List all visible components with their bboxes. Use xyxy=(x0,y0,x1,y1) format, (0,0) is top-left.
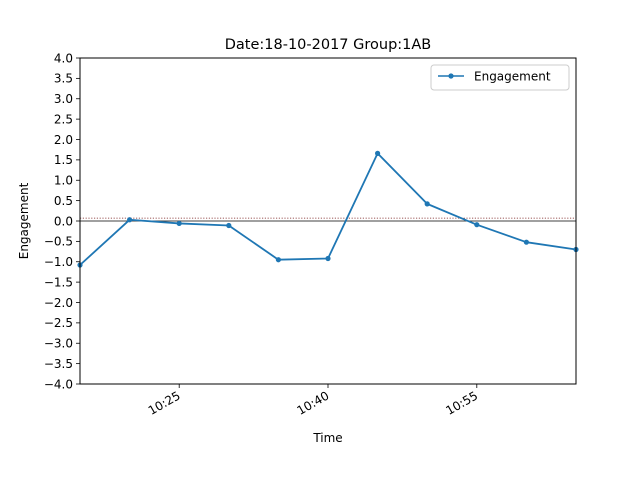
y-tick-label: −1.5 xyxy=(44,275,73,289)
data-point xyxy=(275,257,281,263)
data-point xyxy=(474,222,480,228)
y-tick-label: −3.0 xyxy=(44,337,73,351)
chart-title: Date:18-10-2017 Group:1AB xyxy=(225,37,432,53)
y-tick-label: 3.5 xyxy=(54,72,73,86)
y-tick-label: −4.0 xyxy=(44,377,73,391)
reference-lines xyxy=(80,217,576,222)
y-tick-label: −1.0 xyxy=(44,255,73,269)
x-axis-label: Time xyxy=(312,431,342,445)
data-point xyxy=(375,150,381,156)
legend-swatch-marker xyxy=(448,73,454,79)
data-point xyxy=(176,220,182,227)
y-tick-label: −3.5 xyxy=(44,357,73,371)
y-tick-label: 2.5 xyxy=(54,112,73,126)
y-tick-label: 0.5 xyxy=(54,194,73,208)
y-tick-label: 1.0 xyxy=(54,174,73,188)
legend-label: Engagement xyxy=(474,70,551,84)
y-tick-label: 4.0 xyxy=(54,51,73,65)
y-tick-label: −0.5 xyxy=(44,235,73,249)
data-point xyxy=(226,222,232,229)
data-point xyxy=(523,239,530,245)
data-point xyxy=(325,255,331,262)
y-tick-label: 0.0 xyxy=(54,214,73,228)
y-tick-label: 2.0 xyxy=(54,133,73,147)
y-axis-label: Engagement xyxy=(17,182,31,259)
legend-box xyxy=(430,64,570,91)
y-axis: −4.0 −3.5 −3.0 −2.5 −2.0 −1.5 −1.0 −0.5 0.0 0.5 1.… xyxy=(44,51,80,391)
data-point xyxy=(424,201,430,207)
y-tick-label: −2.5 xyxy=(44,316,73,330)
y-tick-label: −2.0 xyxy=(44,296,73,310)
data-point xyxy=(127,217,133,223)
y-tick-label: 1.5 xyxy=(54,153,73,167)
legend: Engagement xyxy=(430,64,570,91)
y-tick-label: 3.0 xyxy=(54,92,73,106)
